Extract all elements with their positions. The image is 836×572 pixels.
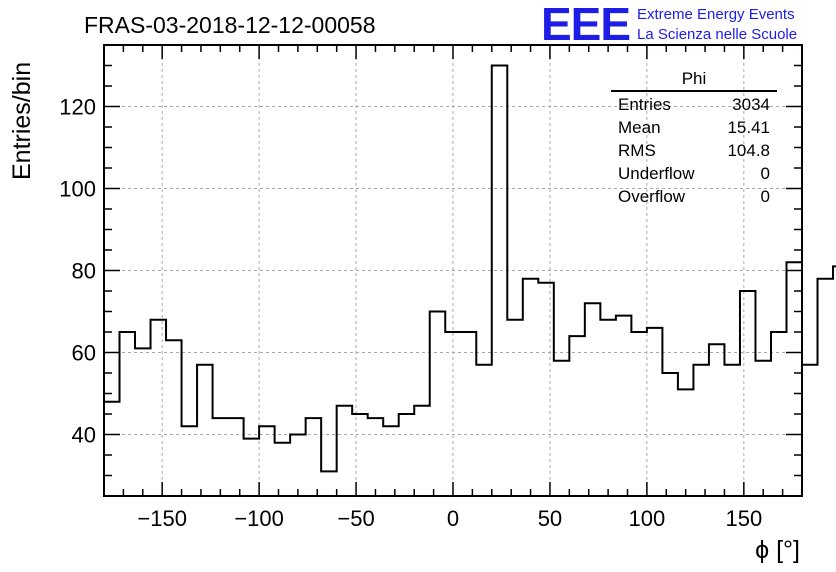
stats-value: 104.8 bbox=[727, 141, 770, 160]
y-tick-label: 80 bbox=[72, 259, 96, 284]
stats-label: Entries bbox=[618, 95, 671, 114]
x-tick-labels: −150 −100 −50 0 50 100 150 bbox=[137, 506, 762, 531]
x-tick-label: −150 bbox=[137, 506, 187, 531]
x-axis-title: ϕ [°] bbox=[755, 536, 800, 564]
chart-title: FRAS-03-2018-12-12-00058 bbox=[84, 12, 376, 38]
stats-label: Mean bbox=[618, 118, 661, 137]
y-tick-label: 40 bbox=[72, 423, 96, 448]
y-tick-labels: 40 60 80 100 120 bbox=[59, 95, 96, 448]
grid bbox=[104, 45, 802, 496]
y-tick-label: 60 bbox=[72, 341, 96, 366]
y-tick-label: 100 bbox=[59, 177, 96, 202]
eee-logo: EEE bbox=[541, 0, 630, 50]
x-tick-label: 150 bbox=[725, 506, 762, 531]
stats-box: Phi Entries 3034 Mean 15.41 RMS 104.8 Underflo… bbox=[611, 69, 777, 206]
logo-line-1: Extreme Energy Events bbox=[637, 6, 795, 23]
histogram-line bbox=[104, 64, 836, 473]
plot-frame bbox=[103, 44, 803, 497]
x-tick-label: 50 bbox=[538, 506, 562, 531]
stats-rows: Entries 3034 Mean 15.41 RMS 104.8 Underflow 0 Ov… bbox=[618, 95, 770, 206]
logo-line-2: La Scienza nelle Scuole bbox=[637, 26, 797, 43]
x-tick-label: 0 bbox=[447, 506, 459, 531]
x-tick-label: −100 bbox=[234, 506, 284, 531]
stats-label: Underflow bbox=[618, 164, 695, 183]
stats-label: Overflow bbox=[618, 187, 686, 206]
stats-value: 0 bbox=[761, 164, 770, 183]
y-tick-label: 120 bbox=[59, 95, 96, 120]
stats-value: 0 bbox=[761, 187, 770, 206]
stats-value: 15.41 bbox=[727, 118, 770, 137]
axis-ticks bbox=[103, 45, 803, 496]
stats-label: RMS bbox=[618, 141, 656, 160]
x-tick-label: 100 bbox=[629, 506, 666, 531]
stats-title: Phi bbox=[682, 69, 707, 88]
x-tick-label: −50 bbox=[337, 506, 374, 531]
stats-value: 3034 bbox=[732, 95, 770, 114]
y-axis-title: Entries/bin bbox=[8, 62, 36, 180]
